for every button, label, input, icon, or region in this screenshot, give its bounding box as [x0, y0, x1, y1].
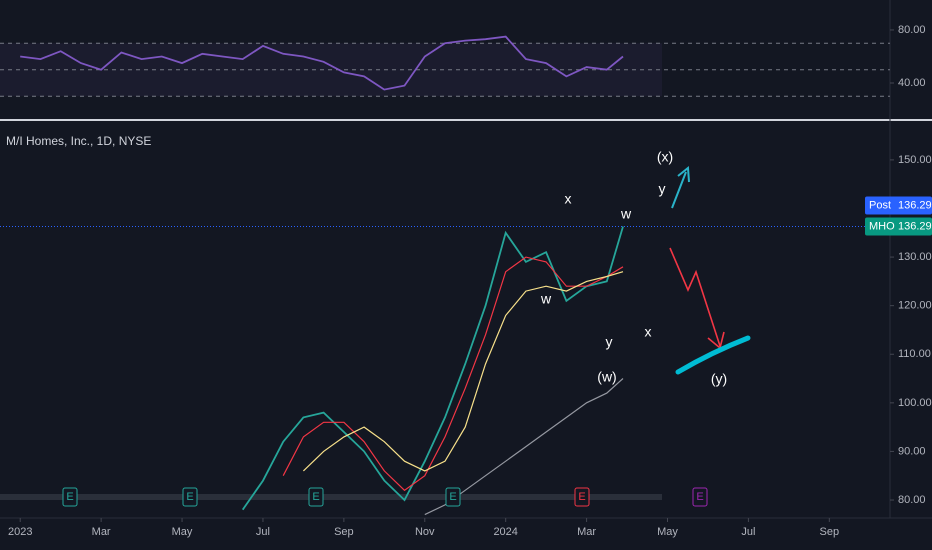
x-tick-label: Nov	[415, 526, 435, 538]
price-label-value: 136.29	[898, 199, 932, 211]
wave-label: w	[620, 206, 632, 222]
drawn-target-line	[675, 335, 751, 375]
y-tick-label: 90.00	[898, 445, 926, 457]
x-tick-label: Mar	[92, 526, 111, 538]
x-tick-label: Jul	[256, 526, 270, 538]
series-line	[302, 271, 624, 472]
y-tick-label: 80.00	[898, 494, 926, 506]
y-tick-label: 120.00	[898, 300, 932, 312]
earnings-label: E	[578, 491, 585, 503]
earnings-label: E	[696, 491, 703, 503]
x-tick-label: May	[657, 526, 678, 538]
x-tick-label: May	[172, 526, 193, 538]
earnings-label: E	[186, 491, 193, 503]
y-tick-label: 110.00	[898, 348, 931, 360]
earnings-marker	[182, 487, 198, 507]
earnings-marker	[62, 487, 78, 507]
earnings-marker	[308, 487, 324, 507]
y-tick-label: 80.00	[898, 24, 926, 36]
wave-label: (x)	[657, 149, 673, 165]
series-line	[282, 256, 624, 492]
series-line	[241, 226, 624, 511]
wave-label: (y)	[711, 371, 727, 387]
drawn-arrow-down	[669, 247, 725, 350]
volume-strip	[0, 494, 662, 500]
x-tick-label: Sep	[334, 526, 354, 538]
x-tick-label: 2024	[493, 526, 517, 538]
earnings-label: E	[449, 491, 456, 503]
earnings-label: E	[312, 491, 319, 503]
y-tick-label: 100.00	[898, 397, 932, 409]
earnings-label: E	[66, 491, 73, 503]
price-label-box	[865, 217, 932, 236]
wave-label: x	[565, 191, 572, 207]
y-tick-label: 40.00	[898, 77, 926, 89]
y-tick-label: 150.00	[898, 154, 932, 166]
x-tick-label: Mar	[577, 526, 596, 538]
price-label-name: Post	[869, 199, 891, 211]
drawn-arrow-up	[671, 166, 690, 209]
wave-label: x	[645, 324, 652, 340]
x-tick-label: 2023	[8, 526, 32, 538]
wave-label: w	[540, 291, 552, 307]
earnings-marker	[445, 487, 461, 507]
x-tick-label: Jul	[741, 526, 755, 538]
earnings-marker	[574, 487, 590, 507]
wave-label: y	[606, 334, 613, 350]
price-label-value: 136.29	[898, 220, 932, 232]
series-line	[20, 35, 624, 91]
price-label-box	[865, 196, 932, 215]
earnings-marker	[692, 487, 708, 507]
wave-label: (w)	[597, 369, 616, 385]
price-label-name: MHO	[869, 220, 895, 232]
pane-separator	[0, 119, 932, 121]
x-tick-label: Sep	[820, 526, 840, 538]
wave-label: y	[659, 181, 666, 197]
y-tick-label: 130.00	[898, 251, 932, 263]
chart-title: M/I Homes, Inc., 1D, NYSE	[6, 134, 151, 148]
